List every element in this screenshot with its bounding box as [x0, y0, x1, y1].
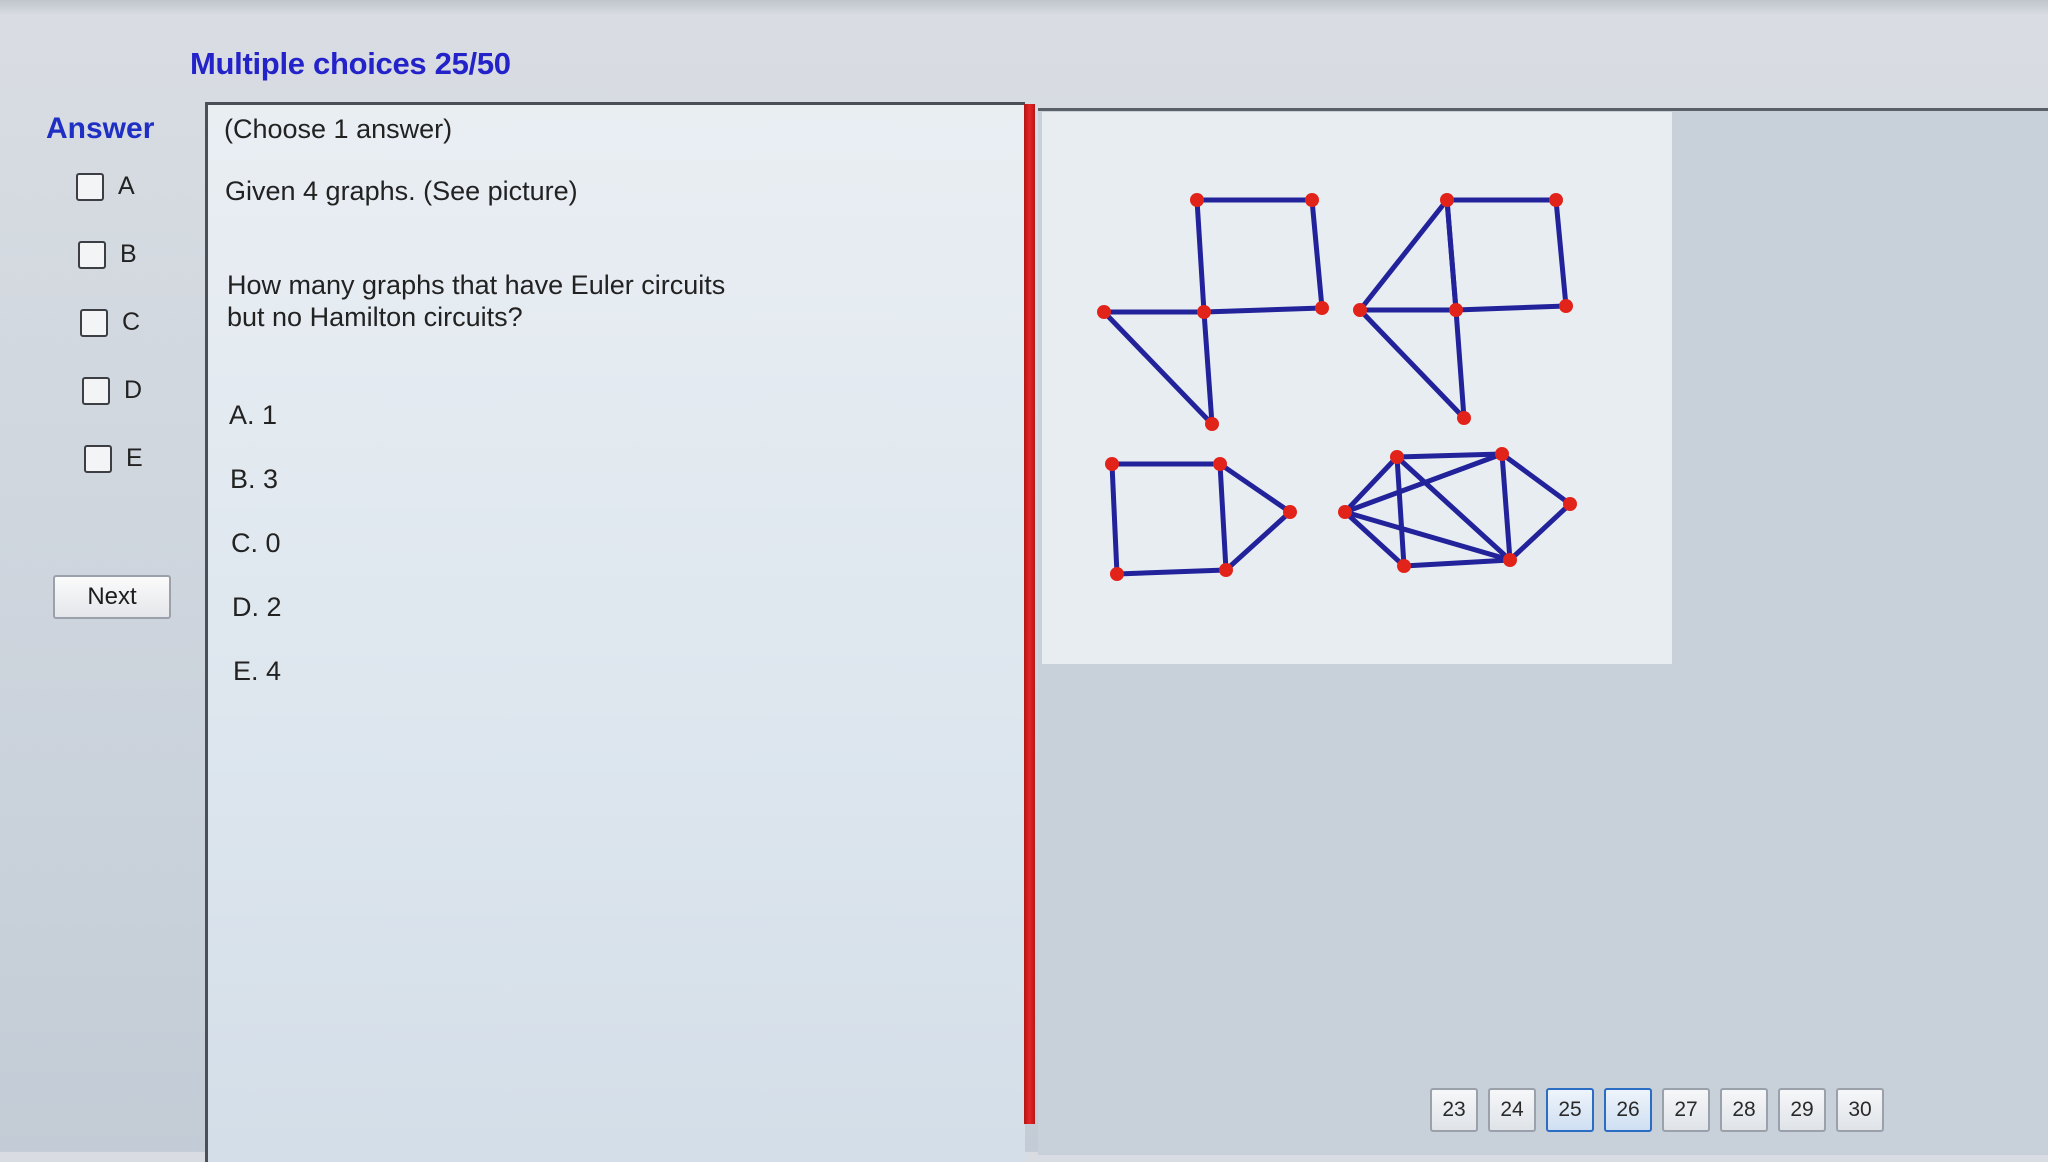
- graph-3-vertex: [1110, 567, 1124, 581]
- graph-3-vertex: [1105, 457, 1119, 471]
- graph-2-edge: [1453, 303, 1569, 313]
- graph-2-edge: [1357, 307, 1467, 421]
- page-button-30[interactable]: 30: [1836, 1088, 1884, 1132]
- graph-3-edge: [1223, 509, 1293, 573]
- option-d[interactable]: D: [82, 376, 142, 405]
- graph-3-edge: [1217, 461, 1229, 573]
- graph-1-edge: [1101, 309, 1215, 427]
- graph-4-edge: [1499, 451, 1513, 563]
- choice-a: A. 1: [229, 400, 278, 430]
- graph-4-edge: [1394, 454, 1407, 569]
- graph-1-vertex: [1305, 193, 1319, 207]
- graph-4-edge: [1499, 451, 1573, 507]
- page-button-29[interactable]: 29: [1778, 1088, 1826, 1132]
- graph-4-edge: [1342, 509, 1513, 563]
- choice-c: C. 0: [231, 528, 281, 558]
- graph-figure: [1097, 193, 1577, 581]
- option-a[interactable]: A: [76, 172, 135, 201]
- graph-1-vertex: [1315, 301, 1329, 315]
- graph-4-vertex: [1338, 505, 1352, 519]
- option-a-checkbox[interactable]: [76, 172, 104, 201]
- graph-2-edge: [1553, 197, 1569, 309]
- option-b[interactable]: B: [78, 240, 137, 269]
- graph-4-edge: [1401, 557, 1513, 569]
- choice-b: B. 3: [230, 464, 279, 494]
- answer-label: Answer: [46, 112, 155, 145]
- option-e-label: E: [126, 444, 143, 472]
- option-b-checkbox[interactable]: [78, 240, 106, 269]
- graph-3-edge: [1114, 567, 1229, 577]
- graph-2-edge: [1357, 197, 1450, 313]
- page-button-26[interactable]: 26: [1604, 1088, 1652, 1132]
- page-button-28[interactable]: 28: [1720, 1088, 1768, 1132]
- option-b-label: B: [120, 240, 137, 268]
- question-pagination: 23 24 25 26 27 28 29 30: [1430, 1088, 1884, 1132]
- graph-1-vertex: [1205, 417, 1219, 431]
- graph-edges: [1101, 197, 1573, 577]
- graph-4-edge: [1394, 454, 1513, 563]
- graph-1-edge: [1309, 197, 1325, 311]
- graph-1-vertex: [1197, 305, 1211, 319]
- graph-3-edge: [1217, 461, 1293, 515]
- splitter-bar[interactable]: [1024, 104, 1035, 1124]
- graph-2-edge: [1444, 197, 1459, 313]
- window-top-bar: [0, 0, 2048, 14]
- graph-1-vertex: [1097, 305, 1111, 319]
- next-button[interactable]: Next: [53, 575, 171, 619]
- choice-e: E. 4: [233, 656, 282, 686]
- question-line-1: How many graphs that have Euler circuits: [227, 270, 726, 300]
- question-panel: (Choose 1 answer) Given 4 graphs. (See p…: [205, 102, 1025, 1162]
- graph-3-vertex: [1213, 457, 1227, 471]
- graph-picture: [1042, 112, 1672, 664]
- graph-vertices: [1097, 193, 1577, 581]
- option-c[interactable]: C: [80, 308, 140, 337]
- page-button-23[interactable]: 23: [1430, 1088, 1478, 1132]
- graph-4-edge: [1394, 451, 1505, 460]
- option-c-label: C: [122, 308, 141, 336]
- graph-1-edge: [1201, 305, 1325, 315]
- graph-1-vertex: [1190, 193, 1204, 207]
- option-a-label: A: [118, 172, 135, 200]
- graph-4-vertex: [1495, 447, 1509, 461]
- question-intro: Given 4 graphs. (See picture): [225, 176, 578, 206]
- page-button-25[interactable]: 25: [1546, 1088, 1594, 1132]
- choice-d: D. 2: [232, 592, 282, 622]
- graph-2-vertex: [1449, 303, 1463, 317]
- question-line-2: but no Hamilton circuits?: [227, 302, 523, 332]
- graph-4-vertex: [1390, 450, 1404, 464]
- option-e[interactable]: E: [84, 444, 143, 473]
- graph-2-vertex: [1440, 193, 1454, 207]
- question-instruction: (Choose 1 answer): [224, 114, 453, 144]
- graph-4-vertex: [1503, 553, 1517, 567]
- graph-1-edge: [1201, 309, 1215, 427]
- option-d-label: D: [124, 376, 143, 404]
- graph-4-edge: [1342, 509, 1407, 569]
- page-button-27[interactable]: 27: [1662, 1088, 1710, 1132]
- graph-4-vertex: [1563, 497, 1577, 511]
- graph-4-edge: [1507, 501, 1573, 563]
- option-e-checkbox[interactable]: [84, 444, 112, 473]
- option-c-checkbox[interactable]: [80, 308, 108, 337]
- graph-2-vertex: [1559, 299, 1573, 313]
- page-title: Multiple choices 25/50: [190, 46, 511, 81]
- graph-3-vertex: [1283, 505, 1297, 519]
- graph-2-vertex: [1353, 303, 1367, 317]
- graph-2-edge: [1453, 307, 1467, 421]
- page-button-24[interactable]: 24: [1488, 1088, 1536, 1132]
- graph-2-vertex: [1549, 193, 1563, 207]
- graph-4-edge: [1342, 454, 1400, 515]
- graph-3-edge: [1109, 461, 1120, 577]
- graph-3-vertex: [1219, 563, 1233, 577]
- graph-4-vertex: [1397, 559, 1411, 573]
- option-d-checkbox[interactable]: [82, 376, 110, 405]
- graph-1-edge: [1194, 197, 1207, 315]
- graph-2-vertex: [1457, 411, 1471, 425]
